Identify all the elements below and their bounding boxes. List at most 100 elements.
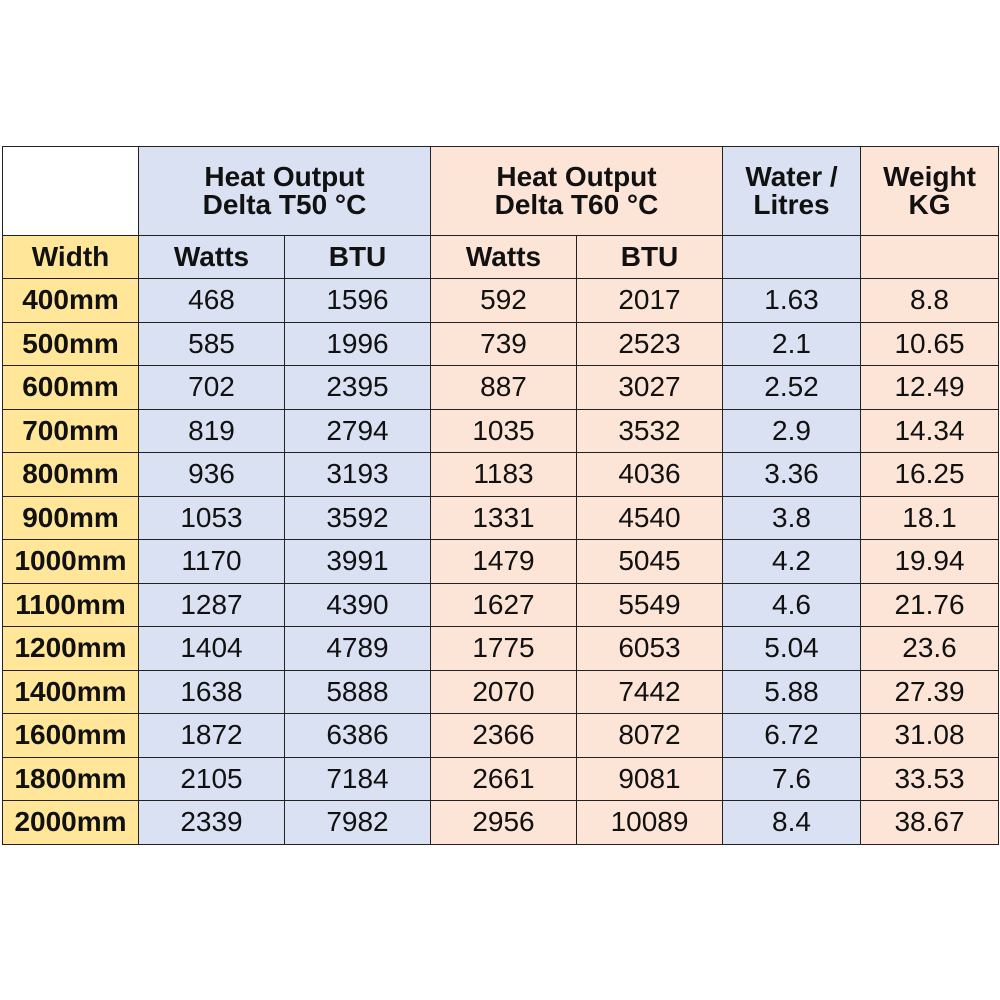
weight-kg-cell: 23.6 bbox=[860, 626, 999, 671]
water-litres-cell: 3.8 bbox=[722, 495, 861, 540]
t60-btu-cell: 9081 bbox=[576, 756, 723, 801]
t60-watts-cell: 1627 bbox=[430, 582, 577, 627]
width-cell: 800mm bbox=[2, 452, 139, 497]
t60-btu-cell: 10089 bbox=[576, 800, 723, 845]
group-header-row: Heat Output Delta T50 °C Heat Output Del… bbox=[2, 146, 999, 236]
t50-watts-cell: 1287 bbox=[138, 582, 285, 627]
table-row: 1400mm 1638 5888 2070 7442 5.88 27.39 bbox=[2, 669, 999, 714]
width-column-header: Width bbox=[2, 235, 139, 279]
t50-watts-cell: 468 bbox=[138, 278, 285, 323]
weight-kg-cell: 16.25 bbox=[860, 452, 999, 497]
width-cell: 1400mm bbox=[2, 669, 139, 714]
t50-watts-cell: 2105 bbox=[138, 756, 285, 801]
water-litres-cell: 2.9 bbox=[722, 408, 861, 453]
table-row: 800mm 936 3193 1183 4036 3.36 16.25 bbox=[2, 452, 999, 497]
t50-watts-header: Watts bbox=[138, 235, 285, 279]
table-row: 1800mm 2105 7184 2661 9081 7.6 33.53 bbox=[2, 756, 999, 801]
water-litres-cell: 2.1 bbox=[722, 321, 861, 366]
t50-watts-cell: 1404 bbox=[138, 626, 285, 671]
t60-watts-cell: 1183 bbox=[430, 452, 577, 497]
t50-watts-cell: 1053 bbox=[138, 495, 285, 540]
t60-watts-cell: 1775 bbox=[430, 626, 577, 671]
header-water-line-1: Water / bbox=[745, 161, 838, 192]
t60-watts-cell: 2956 bbox=[430, 800, 577, 845]
t60-btu-cell: 2017 bbox=[576, 278, 723, 323]
table-row: 400mm 468 1596 592 2017 1.63 8.8 bbox=[2, 278, 999, 323]
t60-watts-cell: 2070 bbox=[430, 669, 577, 714]
t60-btu-cell: 8072 bbox=[576, 713, 723, 758]
header-water: Water / Litres bbox=[722, 146, 861, 236]
table-row: 1100mm 1287 4390 1627 5549 4.6 21.76 bbox=[2, 582, 999, 627]
table-row: 700mm 819 2794 1035 3532 2.9 14.34 bbox=[2, 408, 999, 453]
heat-output-table: Heat Output Delta T50 °C Heat Output Del… bbox=[2, 146, 999, 845]
t50-btu-cell: 5888 bbox=[284, 669, 431, 714]
water-litres-cell: 3.36 bbox=[722, 452, 861, 497]
table-row: 900mm 1053 3592 1331 4540 3.8 18.1 bbox=[2, 495, 999, 540]
water-litres-cell: 5.88 bbox=[722, 669, 861, 714]
table-row: 1600mm 1872 6386 2366 8072 6.72 31.08 bbox=[2, 713, 999, 758]
header-weight: Weight KG bbox=[860, 146, 999, 236]
t60-btu-cell: 4540 bbox=[576, 495, 723, 540]
t60-btu-cell: 6053 bbox=[576, 626, 723, 671]
t60-watts-cell: 739 bbox=[430, 321, 577, 366]
corner-cell bbox=[2, 146, 139, 236]
t50-watts-cell: 1170 bbox=[138, 539, 285, 584]
t50-btu-cell: 4390 bbox=[284, 582, 431, 627]
t50-watts-cell: 819 bbox=[138, 408, 285, 453]
t60-btu-cell: 5045 bbox=[576, 539, 723, 584]
water-litres-cell: 2.52 bbox=[722, 365, 861, 410]
width-cell: 400mm bbox=[2, 278, 139, 323]
table-row: 2000mm 2339 7982 2956 10089 8.4 38.67 bbox=[2, 800, 999, 845]
t60-btu-cell: 7442 bbox=[576, 669, 723, 714]
water-litres-cell: 7.6 bbox=[722, 756, 861, 801]
weight-sub-header bbox=[860, 235, 999, 279]
t60-watts-header: Watts bbox=[430, 235, 577, 279]
header-delta-t50-line-1: Heat Output bbox=[204, 161, 365, 192]
weight-kg-cell: 19.94 bbox=[860, 539, 999, 584]
weight-kg-cell: 14.34 bbox=[860, 408, 999, 453]
weight-kg-cell: 31.08 bbox=[860, 713, 999, 758]
weight-kg-cell: 33.53 bbox=[860, 756, 999, 801]
t50-watts-cell: 1638 bbox=[138, 669, 285, 714]
t50-watts-cell: 2339 bbox=[138, 800, 285, 845]
t50-btu-cell: 2395 bbox=[284, 365, 431, 410]
table-row: 1200mm 1404 4789 1775 6053 5.04 23.6 bbox=[2, 626, 999, 671]
t50-btu-cell: 1996 bbox=[284, 321, 431, 366]
header-weight-line-2: KG bbox=[908, 189, 951, 220]
t60-watts-cell: 1479 bbox=[430, 539, 577, 584]
table-row: 500mm 585 1996 739 2523 2.1 10.65 bbox=[2, 321, 999, 366]
t60-watts-cell: 1035 bbox=[430, 408, 577, 453]
t50-watts-cell: 702 bbox=[138, 365, 285, 410]
t60-btu-cell: 4036 bbox=[576, 452, 723, 497]
t50-btu-cell: 3193 bbox=[284, 452, 431, 497]
water-litres-cell: 1.63 bbox=[722, 278, 861, 323]
weight-kg-cell: 10.65 bbox=[860, 321, 999, 366]
t60-btu-cell: 3532 bbox=[576, 408, 723, 453]
width-cell: 1100mm bbox=[2, 582, 139, 627]
header-delta-t60: Heat Output Delta T60 °C bbox=[430, 146, 723, 236]
t60-btu-header: BTU bbox=[576, 235, 723, 279]
t60-watts-cell: 592 bbox=[430, 278, 577, 323]
weight-kg-cell: 12.49 bbox=[860, 365, 999, 410]
header-delta-t50: Heat Output Delta T50 °C bbox=[138, 146, 431, 236]
header-delta-t60-line-2: Delta T60 °C bbox=[494, 189, 659, 220]
width-cell: 700mm bbox=[2, 408, 139, 453]
water-litres-cell: 4.2 bbox=[722, 539, 861, 584]
width-cell: 1200mm bbox=[2, 626, 139, 671]
weight-kg-cell: 27.39 bbox=[860, 669, 999, 714]
t50-btu-cell: 7184 bbox=[284, 756, 431, 801]
t50-watts-cell: 585 bbox=[138, 321, 285, 366]
water-litres-cell: 5.04 bbox=[722, 626, 861, 671]
t50-watts-cell: 936 bbox=[138, 452, 285, 497]
t50-watts-cell: 1872 bbox=[138, 713, 285, 758]
t60-watts-cell: 887 bbox=[430, 365, 577, 410]
t50-btu-header: BTU bbox=[284, 235, 431, 279]
width-cell: 600mm bbox=[2, 365, 139, 410]
weight-kg-cell: 38.67 bbox=[860, 800, 999, 845]
width-cell: 900mm bbox=[2, 495, 139, 540]
water-sub-header bbox=[722, 235, 861, 279]
table-row: 1000mm 1170 3991 1479 5045 4.2 19.94 bbox=[2, 539, 999, 584]
width-cell: 2000mm bbox=[2, 800, 139, 845]
t60-watts-cell: 1331 bbox=[430, 495, 577, 540]
width-cell: 1600mm bbox=[2, 713, 139, 758]
